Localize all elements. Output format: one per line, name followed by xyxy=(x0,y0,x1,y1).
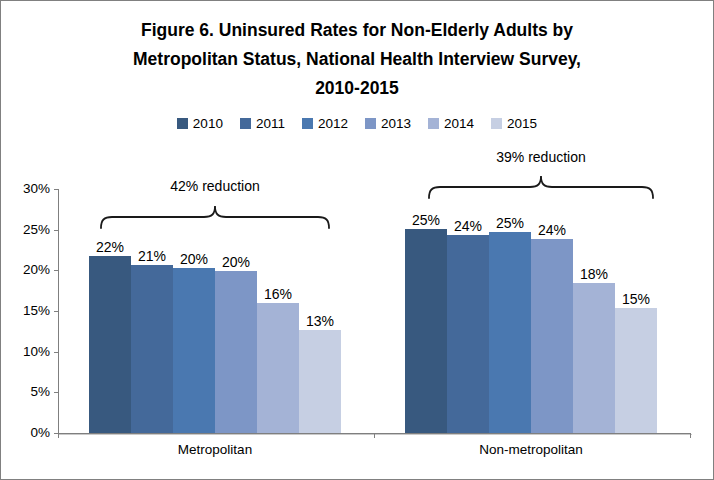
y-axis-tick-label: 10% xyxy=(10,344,50,360)
brace-metropolitan xyxy=(101,205,329,229)
bar-non-metropolitan-2013 xyxy=(531,239,573,433)
bar-metropolitan-2011 xyxy=(131,265,173,433)
y-axis-tick xyxy=(54,189,59,190)
bar-value-label-metropolitan-2014: 16% xyxy=(253,286,303,302)
y-axis-tick-label: 30% xyxy=(10,181,50,197)
bar-metropolitan-2010 xyxy=(89,256,131,433)
bar-value-label-metropolitan-2015: 13% xyxy=(295,313,345,329)
y-axis-tick xyxy=(54,311,59,312)
x-axis-tick xyxy=(690,433,691,438)
bar-value-label-metropolitan-2013: 20% xyxy=(211,254,261,270)
bar-metropolitan-2015 xyxy=(299,330,341,433)
y-axis-tick-label: 0% xyxy=(10,425,50,441)
bar-value-label-non-metropolitan-2013: 24% xyxy=(527,222,577,238)
y-axis-tick-label: 25% xyxy=(10,222,50,238)
annotation-metropolitan-reduction: 42% reduction xyxy=(115,178,315,194)
y-axis-tick-label: 15% xyxy=(10,303,50,319)
bar-non-metropolitan-2014 xyxy=(573,283,615,434)
y-axis-tick xyxy=(54,433,59,434)
y-axis-tick-label: 5% xyxy=(10,384,50,400)
bar-non-metropolitan-2010 xyxy=(405,229,447,433)
bar-value-label-non-metropolitan-2014: 18% xyxy=(569,266,619,282)
plot-area: 42% reduction 39% reduction Metropolitan… xyxy=(1,1,713,479)
y-axis-tick xyxy=(54,392,59,393)
category-label-metropolitan: Metropolitan xyxy=(115,442,315,457)
brace-nonmetropolitan xyxy=(429,175,653,199)
bar-metropolitan-2012 xyxy=(173,268,215,433)
bar-non-metropolitan-2015 xyxy=(615,308,657,433)
bar-value-label-non-metropolitan-2015: 15% xyxy=(611,291,661,307)
category-label-nonmetropolitan: Non-metropolitan xyxy=(431,442,631,457)
bar-non-metropolitan-2011 xyxy=(447,235,489,433)
figure-frame: Figure 6. Uninsured Rates for Non-Elderl… xyxy=(0,0,714,480)
y-axis-tick xyxy=(54,352,59,353)
x-axis-tick xyxy=(374,433,375,438)
annotation-nonmetropolitan-reduction: 39% reduction xyxy=(441,149,641,165)
y-axis-tick-label: 20% xyxy=(10,262,50,278)
bar-metropolitan-2014 xyxy=(257,303,299,433)
bar-non-metropolitan-2012 xyxy=(489,232,531,433)
y-axis-tick xyxy=(54,270,59,271)
y-axis-tick xyxy=(54,230,59,231)
bar-metropolitan-2013 xyxy=(215,271,257,433)
